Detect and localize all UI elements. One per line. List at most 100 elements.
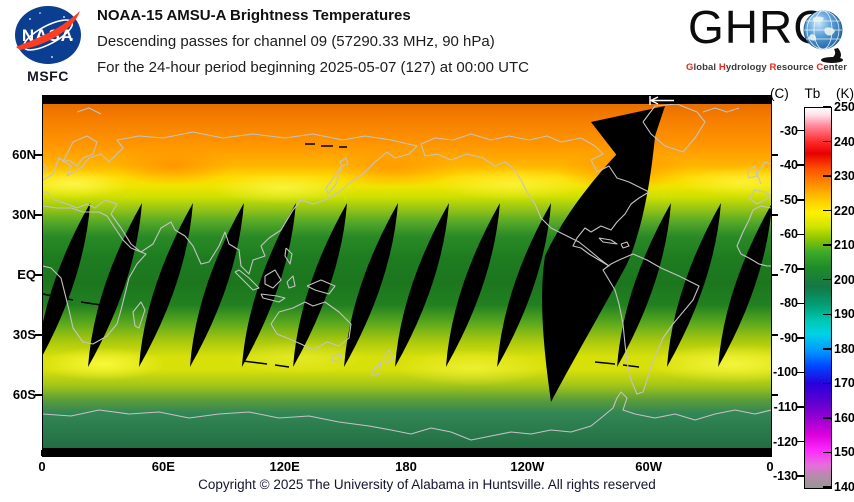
lon-tick-mark xyxy=(41,450,43,456)
lat-tick-mark-right xyxy=(771,214,778,216)
lon-tick-label: 60E xyxy=(151,459,175,474)
colorbar-kelvin-tick xyxy=(823,451,831,454)
colorbar-kelvin-tick xyxy=(823,417,831,419)
no-data-swath xyxy=(394,203,449,367)
colorbar-kelvin-label: 180 xyxy=(834,341,854,356)
colorbar xyxy=(804,107,832,489)
title-block: NOAA-15 AMSU-A Brightness Temperatures D… xyxy=(97,7,529,85)
colorbar-celsius-label: -30 xyxy=(779,123,798,138)
colorbar-kelvin-label: 200 xyxy=(834,272,854,287)
colorbar-celsius-label: -130 xyxy=(772,469,798,484)
lat-tick-mark xyxy=(35,274,42,276)
lon-tick-label: 0 xyxy=(38,459,46,474)
colorbar-kelvin-label: 250 xyxy=(834,100,854,114)
no-data-swath xyxy=(43,203,91,355)
colorbar-kelvin-tick xyxy=(823,209,831,212)
colorbar-kelvin-header: (K) xyxy=(835,86,854,101)
colorbar-celsius-tick xyxy=(796,129,804,132)
colorbar-celsius-label: -120 xyxy=(772,434,798,449)
lon-tick-label: 0 xyxy=(766,459,774,474)
no-data-swath xyxy=(138,203,193,367)
ghrc-caption: Global Hydrology Resource Center xyxy=(686,62,848,73)
page-subtitle-2: For the 24-hour period beginning 2025-05… xyxy=(97,59,529,76)
colorbar-kelvin-tick xyxy=(823,313,831,316)
no-data-swath xyxy=(445,203,500,367)
colorbar-celsius-tick xyxy=(796,337,804,339)
colorbar-celsius-tick xyxy=(796,475,804,477)
no-data-wedge xyxy=(591,106,665,184)
colorbar-celsius-label: -50 xyxy=(779,192,798,207)
colorbar-kelvin-label: 230 xyxy=(834,169,854,184)
colorbar-celsius-label: -40 xyxy=(779,158,798,173)
map-overlay xyxy=(43,96,771,456)
colorbar-celsius-label: -60 xyxy=(779,227,798,242)
colorbar-kelvin-label: 220 xyxy=(834,203,854,218)
lat-tick-label: 30N xyxy=(12,207,36,222)
nasa-logo: NASA xyxy=(15,6,81,64)
colorbar-celsius-label: -70 xyxy=(779,261,798,276)
colorbar-celsius-tick xyxy=(796,302,804,305)
colorbar-celsius-header: (C) xyxy=(770,86,789,101)
nasa-red-swoosh xyxy=(16,11,80,50)
colorbar-kelvin-label: 150 xyxy=(834,445,854,460)
no-data-swath xyxy=(617,203,672,367)
colorbar-celsius-label: -100 xyxy=(772,365,798,380)
no-data-swath xyxy=(293,203,348,367)
no-data-swath xyxy=(718,205,771,367)
lat-tick-mark-right xyxy=(771,394,778,396)
ghrc-logo: GHRC Glob xyxy=(686,2,852,78)
no-data-swath xyxy=(666,203,721,367)
lat-tick-mark xyxy=(35,394,42,396)
colorbar-celsius-label: -80 xyxy=(779,296,798,311)
colorbar-kelvin-label: 210 xyxy=(834,238,854,253)
north-edge-strip xyxy=(43,96,771,104)
page-subtitle-1: Descending passes for channel 09 (57290.… xyxy=(97,33,495,50)
ghrc-globe-icon xyxy=(803,10,843,63)
colorbar-kelvin-label: 160 xyxy=(834,410,854,425)
colorbar-celsius-tick xyxy=(796,440,804,443)
colorbar-celsius-tick xyxy=(796,199,804,201)
lat-tick-mark-right xyxy=(771,154,778,156)
lon-tick-mark xyxy=(162,450,165,456)
colorbar-kelvin-tick xyxy=(823,486,831,488)
lat-tick-mark xyxy=(35,214,42,216)
colorbar-header: (C) Tb (K) xyxy=(770,86,854,101)
no-data-swath xyxy=(497,203,552,367)
south-edge-strip xyxy=(43,448,771,456)
no-data-wide-swath xyxy=(542,114,657,402)
lat-tick-label: 30S xyxy=(12,327,36,342)
coastlines xyxy=(43,103,771,441)
colorbar-kelvin-label: 170 xyxy=(834,376,854,391)
lat-tick-label: 60N xyxy=(12,147,36,162)
no-data-swath xyxy=(241,203,296,367)
colorbar-kelvin-tick xyxy=(823,348,831,350)
msfc-label: MSFC xyxy=(27,68,69,84)
lat-tick-label: EQ xyxy=(17,267,36,282)
lat-tick-mark xyxy=(35,154,42,156)
lon-tick-label: 120E xyxy=(269,459,300,474)
colorbar-celsius-tick xyxy=(796,268,804,270)
page-title: NOAA-15 AMSU-A Brightness Temperatures xyxy=(97,7,411,24)
colorbar-celsius-tick xyxy=(796,371,804,374)
no-data-swath xyxy=(87,203,142,367)
lon-tick-label: 120W xyxy=(510,459,545,474)
colorbar-celsius-label: -90 xyxy=(779,330,798,345)
no-data-swath xyxy=(344,203,399,367)
lat-tick-mark-right xyxy=(771,334,778,336)
colorbar-celsius-tick xyxy=(796,406,804,408)
lon-tick-mark xyxy=(526,450,529,456)
colorbar-kelvin-label: 190 xyxy=(834,307,854,322)
colorbar-celsius-tick xyxy=(796,233,804,236)
colorbar-kelvin-label: 140 xyxy=(834,480,854,494)
nasa-stars xyxy=(25,12,73,58)
ghrc-wordmark: GHRC xyxy=(688,1,828,53)
lat-tick-mark-right xyxy=(771,274,778,276)
lon-tick-label: 60W xyxy=(635,459,663,474)
lon-tick-label: 180 xyxy=(395,459,417,474)
no-data-swath xyxy=(189,203,244,367)
lon-tick-mark xyxy=(283,450,286,456)
colorbar-kelvin-tick xyxy=(823,278,831,281)
colorbar-celsius-tick xyxy=(796,164,804,166)
lat-tick-mark xyxy=(35,334,42,336)
